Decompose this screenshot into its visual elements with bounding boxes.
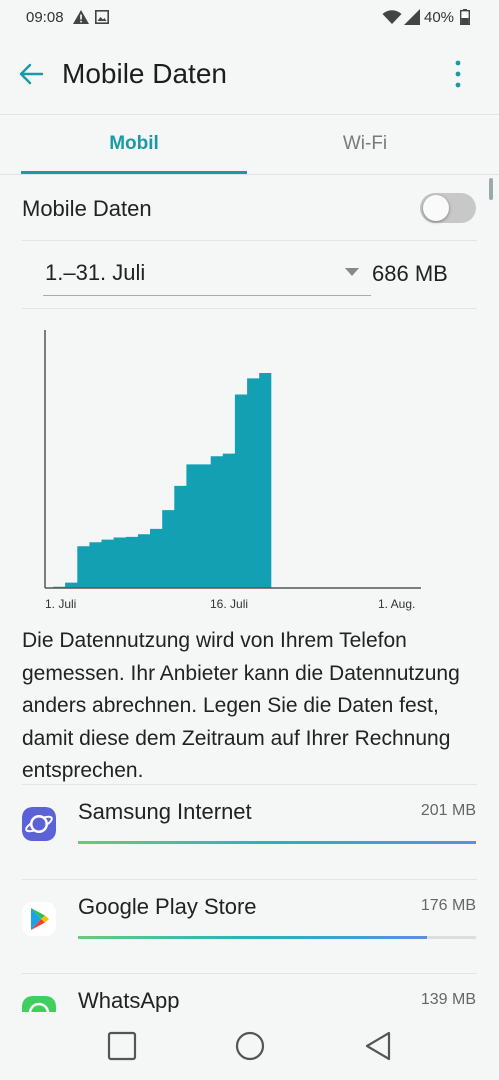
- dropdown-arrow-icon[interactable]: [345, 268, 359, 276]
- wifi-icon: [382, 10, 402, 24]
- usage-chart: 1. Juli 16. Juli 1. Aug.: [44, 330, 421, 611]
- google-play-store-icon: [22, 902, 56, 936]
- usage-bar-fill: [78, 841, 476, 844]
- tab-indicator: [21, 171, 247, 174]
- scrollbar[interactable]: [489, 178, 493, 200]
- mobile-data-label: Mobile Daten: [22, 196, 152, 221]
- app-size: 139 MB: [420, 991, 476, 1008]
- tab-wifi[interactable]: Wi-Fi: [342, 133, 388, 154]
- divider: [22, 973, 477, 974]
- usage-bar: [78, 936, 476, 939]
- page-title: Mobile Daten: [62, 58, 227, 89]
- x-tick-label: 1. Juli: [45, 597, 76, 611]
- more-options-button[interactable]: [440, 54, 476, 94]
- x-tick-label: 1. Aug.: [378, 597, 415, 611]
- period-underline: [43, 295, 371, 296]
- usage-area: [53, 373, 272, 588]
- app-name: Google Play Store: [78, 894, 257, 919]
- usage-bar: [78, 841, 476, 844]
- divider: [0, 174, 499, 175]
- image-icon: [95, 10, 109, 24]
- list-item[interactable]: Google Play Store 176 MB: [0, 880, 499, 974]
- whatsapp-icon: [22, 996, 56, 1012]
- status-bar: 09:08 40%: [0, 0, 499, 36]
- app-name: WhatsApp: [78, 988, 180, 1012]
- list-item[interactable]: Samsung Internet 201 MB: [0, 785, 499, 879]
- app-size: 176 MB: [420, 897, 476, 914]
- list-item[interactable]: WhatsApp 139 MB: [0, 974, 499, 1012]
- status-time: 09:08: [26, 9, 64, 26]
- usage-description: Die Datennutzung wird von Ihrem Telefon …: [22, 629, 460, 782]
- total-usage: 686 MB: [372, 261, 448, 286]
- back-arrow-icon: [19, 63, 44, 85]
- x-tick-label: 16. Juli: [210, 597, 248, 611]
- divider: [22, 879, 477, 880]
- divider: [0, 114, 499, 115]
- back-button[interactable]: [12, 54, 52, 94]
- divider: [22, 784, 477, 785]
- battery-icon: [460, 9, 470, 25]
- app-bar: Mobile Daten: [0, 36, 499, 114]
- app-size: 201 MB: [420, 802, 476, 819]
- usage-bar-fill: [78, 936, 427, 939]
- battery-percentage: 40%: [424, 9, 455, 26]
- navigation-bar: [0, 1012, 499, 1080]
- recent-apps-icon[interactable]: [104, 1028, 140, 1064]
- home-icon[interactable]: [232, 1028, 268, 1064]
- samsung-internet-icon: [22, 807, 56, 841]
- tab-mobil[interactable]: Mobil: [109, 133, 159, 154]
- signal-icon: [404, 9, 420, 25]
- period-select[interactable]: 1.–31. Juli: [45, 260, 146, 285]
- back-nav-icon[interactable]: [360, 1028, 396, 1064]
- toggle-knob: [423, 195, 449, 221]
- app-name: Samsung Internet: [78, 799, 252, 824]
- more-vert-icon: [455, 60, 461, 88]
- divider: [22, 240, 477, 241]
- divider: [22, 308, 477, 309]
- warning-icon: [73, 10, 89, 24]
